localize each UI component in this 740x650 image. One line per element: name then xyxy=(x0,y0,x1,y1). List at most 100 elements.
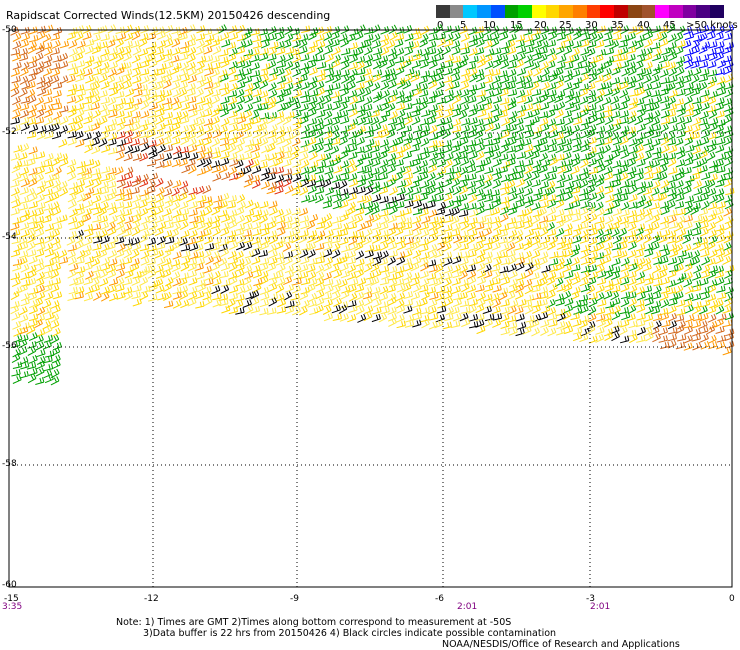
wind-barb xyxy=(700,102,710,112)
wind-barb xyxy=(493,132,503,141)
wind-barb xyxy=(594,159,604,169)
wind-barb xyxy=(188,201,198,210)
wind-barb xyxy=(674,243,684,253)
wind-barb xyxy=(21,213,30,223)
wind-barb xyxy=(275,151,285,161)
wind-barb xyxy=(482,34,492,42)
wind-barb xyxy=(19,186,29,195)
wind-barb xyxy=(659,87,669,97)
wind-barb xyxy=(20,122,30,132)
wind-barb xyxy=(251,179,261,189)
wind-barb xyxy=(139,32,149,41)
wind-barb xyxy=(635,152,645,162)
wind-barb xyxy=(675,193,685,202)
wind-barb xyxy=(139,233,148,244)
wind-barb xyxy=(419,238,429,246)
wind-barb xyxy=(651,180,661,190)
wind-barb xyxy=(12,96,21,106)
wind-barb xyxy=(588,166,598,175)
wind-barb xyxy=(549,251,559,259)
wind-barb xyxy=(411,109,421,118)
wind-barb xyxy=(507,33,517,42)
wind-barb xyxy=(693,187,703,196)
wind-barb xyxy=(434,53,444,62)
wind-barb xyxy=(428,243,438,253)
wind-barb xyxy=(643,138,653,147)
wind-barb xyxy=(315,80,325,90)
wind-barb xyxy=(379,222,389,231)
wind-barb xyxy=(77,193,86,203)
wind-barb xyxy=(18,250,29,259)
wind-barb xyxy=(28,201,38,209)
wind-barb xyxy=(676,299,686,308)
wind-barb xyxy=(36,360,45,370)
wind-barb xyxy=(684,157,694,167)
wind-barb xyxy=(244,173,254,183)
wind-barb xyxy=(483,54,493,63)
wind-barb xyxy=(466,165,477,174)
wind-barb xyxy=(394,172,403,182)
wind-barb xyxy=(507,255,517,265)
wind-barb xyxy=(331,249,341,259)
wind-barb xyxy=(12,320,22,330)
wind-barb xyxy=(259,286,270,295)
wind-barb xyxy=(403,25,413,34)
wind-barb xyxy=(539,227,549,237)
wind-barb xyxy=(204,235,213,245)
wind-barb xyxy=(252,34,262,43)
legend-swatch xyxy=(655,5,669,18)
wind-barb xyxy=(243,235,254,244)
wind-barb xyxy=(692,301,702,309)
wind-barb xyxy=(85,38,95,47)
wind-barb xyxy=(163,74,173,84)
wind-barb xyxy=(684,293,694,302)
wind-barb xyxy=(299,291,309,301)
wind-barb xyxy=(628,297,637,307)
wind-barb xyxy=(562,310,572,320)
legend-swatch xyxy=(586,5,601,18)
wind-barb xyxy=(243,88,253,98)
wind-barb xyxy=(364,305,374,315)
wind-barb xyxy=(260,97,270,105)
wind-barb xyxy=(579,207,589,216)
wind-barb xyxy=(354,128,364,139)
wind-barb xyxy=(667,230,677,239)
wind-barb xyxy=(123,249,133,259)
wind-barb xyxy=(594,32,604,42)
wind-barb xyxy=(570,291,580,300)
wind-barb xyxy=(115,90,125,99)
wind-barb xyxy=(348,230,358,239)
wind-barb xyxy=(108,206,118,216)
wind-barb xyxy=(172,179,182,189)
wind-barb xyxy=(52,89,62,99)
wind-barb xyxy=(139,291,149,301)
wind-barb xyxy=(620,150,630,160)
wind-barb xyxy=(325,159,335,168)
wind-barb xyxy=(546,47,556,57)
wind-barb xyxy=(434,181,444,190)
wind-barb xyxy=(269,158,279,168)
wind-barb xyxy=(682,185,692,195)
wind-barb xyxy=(234,299,244,309)
wind-barb xyxy=(691,124,701,134)
wind-barb xyxy=(220,262,231,272)
wind-barb xyxy=(11,312,21,321)
wind-barb xyxy=(692,103,703,112)
wind-barb xyxy=(74,234,84,245)
wind-barb xyxy=(36,284,45,294)
wind-barb xyxy=(67,131,77,139)
wind-barb xyxy=(707,47,717,56)
wind-barb xyxy=(405,68,415,77)
wind-barb xyxy=(267,82,277,92)
wind-barb xyxy=(596,236,606,245)
wind-barb xyxy=(243,179,253,188)
wind-barb xyxy=(452,298,462,308)
wind-barb xyxy=(340,167,350,176)
wind-barb xyxy=(178,158,188,167)
wind-barb xyxy=(363,194,372,204)
wind-barb xyxy=(115,249,125,258)
wind-barb xyxy=(154,81,164,91)
wind-barb xyxy=(458,185,468,195)
wind-barb xyxy=(428,139,438,148)
wind-barb xyxy=(212,255,222,265)
